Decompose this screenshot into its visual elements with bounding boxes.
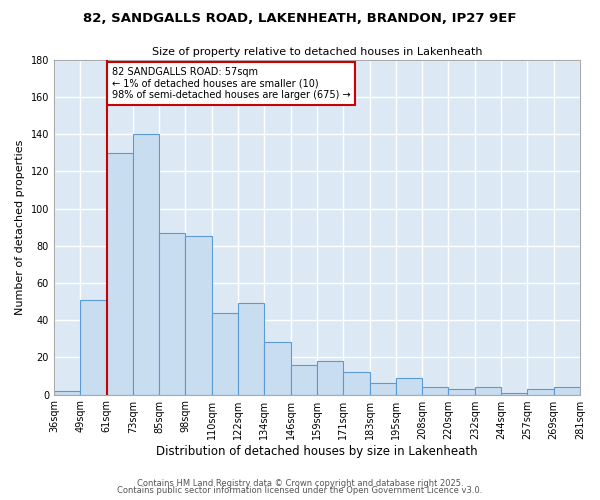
Bar: [159, 232, 185, 394]
Bar: [527, 389, 554, 394]
Bar: [238, 304, 265, 394]
Bar: [475, 387, 501, 394]
X-axis label: Distribution of detached houses by size in Lakenheath: Distribution of detached houses by size …: [156, 444, 478, 458]
Text: Contains HM Land Registry data © Crown copyright and database right 2025.: Contains HM Land Registry data © Crown c…: [137, 478, 463, 488]
Bar: [422, 387, 448, 394]
Y-axis label: Number of detached properties: Number of detached properties: [15, 140, 25, 315]
Bar: [448, 389, 475, 394]
Bar: [370, 384, 396, 394]
Title: Size of property relative to detached houses in Lakenheath: Size of property relative to detached ho…: [152, 48, 482, 58]
Bar: [396, 378, 422, 394]
Text: 82, SANDGALLS ROAD, LAKENHEATH, BRANDON, IP27 9EF: 82, SANDGALLS ROAD, LAKENHEATH, BRANDON,…: [83, 12, 517, 26]
Bar: [80, 300, 107, 394]
Bar: [107, 152, 133, 394]
Bar: [185, 236, 212, 394]
Bar: [501, 392, 527, 394]
Bar: [554, 387, 580, 394]
Text: Contains public sector information licensed under the Open Government Licence v3: Contains public sector information licen…: [118, 486, 482, 495]
Bar: [54, 391, 80, 394]
Text: 82 SANDGALLS ROAD: 57sqm
← 1% of detached houses are smaller (10)
98% of semi-de: 82 SANDGALLS ROAD: 57sqm ← 1% of detache…: [112, 67, 350, 100]
Bar: [343, 372, 370, 394]
Bar: [290, 365, 317, 394]
Bar: [212, 312, 238, 394]
Bar: [317, 361, 343, 394]
Bar: [133, 134, 159, 394]
Bar: [265, 342, 290, 394]
